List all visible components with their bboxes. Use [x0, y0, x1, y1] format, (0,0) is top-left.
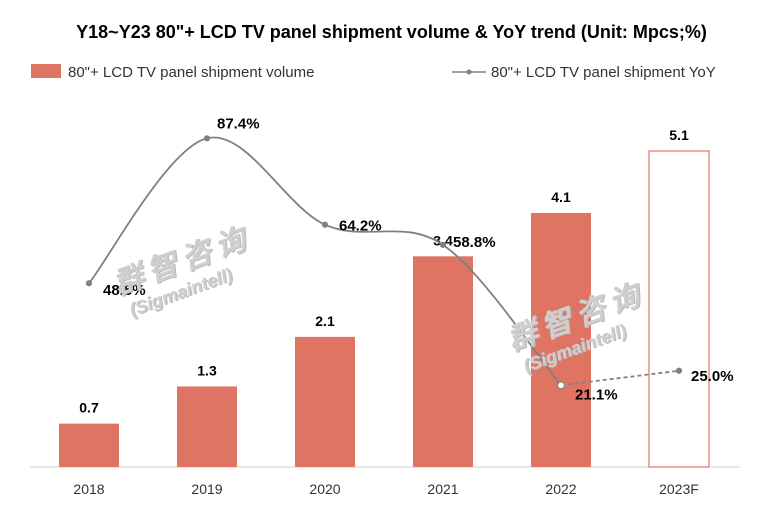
bar-2021: [413, 256, 473, 467]
bar-2020: [295, 336, 355, 467]
legend-bar-label: 80"+ LCD TV panel shipment volume: [68, 64, 314, 81]
yoy-value-label: 58.8%: [453, 234, 496, 251]
yoy-line: [88, 136, 562, 386]
legend-bar-swatch: [31, 64, 61, 78]
chart-title: Y18~Y23 80"+ LCD TV panel shipment volum…: [76, 22, 707, 42]
bar-value-label: 5.1: [669, 127, 689, 143]
yoy-point-2018: [85, 280, 93, 287]
yoy-point-2023F: [675, 367, 683, 374]
bar-value-label: 1.3: [197, 362, 217, 378]
yoy-point-2022: [556, 381, 566, 390]
bar-2019: [177, 386, 237, 467]
yoy-point-2020: [321, 221, 329, 228]
bar-value-label: 4.1: [551, 189, 571, 205]
x-tick-label: 2020: [309, 481, 340, 497]
x-tick-label: 2019: [191, 481, 222, 497]
x-tick-label: 2022: [545, 481, 576, 497]
bar-value-label: 0.7: [79, 400, 99, 416]
yoy-value-label: 87.4%: [217, 115, 260, 132]
bar-2022: [531, 212, 591, 467]
x-tick-label: 2021: [427, 481, 458, 497]
bar-2018: [59, 423, 119, 467]
yoy-point-2021: [439, 241, 447, 248]
yoy-value-label: 21.1%: [575, 386, 618, 403]
bar-value-label: 3.4: [433, 232, 453, 248]
x-tick-label: 2023F: [659, 481, 699, 497]
yoy-value-label: 64.2%: [339, 218, 382, 235]
x-tick-label: 2018: [73, 481, 104, 497]
bar-2023F: [648, 150, 710, 468]
bar-value-label: 2.1: [315, 313, 335, 329]
yoy-value-label: 48.5%: [103, 282, 146, 299]
legend-line-label: 80"+ LCD TV panel shipment YoY: [491, 64, 716, 81]
yoy-forecast-line: [560, 369, 680, 387]
legend-line-marker: [466, 69, 472, 75]
yoy-value-label: 25.0%: [691, 368, 734, 385]
yoy-point-2019: [203, 135, 211, 142]
